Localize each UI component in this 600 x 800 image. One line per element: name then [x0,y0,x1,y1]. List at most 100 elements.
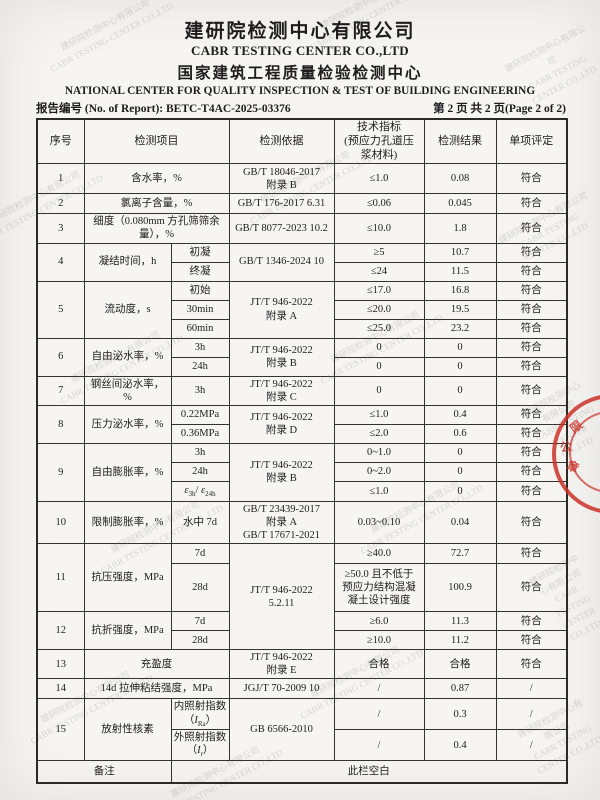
sub-item-expansion-ratio: ε3h/ ε24h [170,480,230,502]
tech-indicator: ≤0.06 [333,193,425,215]
tech-indicator: / [333,698,425,731]
test-item: 充盈度 [83,649,230,680]
evaluation: 符合 [495,500,568,545]
table-row: 24h 0~2.0 0 符合 [37,461,568,482]
tech-indicator: 合格 [333,649,425,680]
table-row: 0.36MPa ≤2.0 0.6 符合 [37,423,568,444]
test-result: 11.2 [423,630,497,651]
test-method: JT/T 946-2022 附录 B [228,337,335,377]
test-item: 流动度，s [83,280,172,339]
header-seq: 序号 [36,118,85,165]
evaluation: 符合 [495,242,568,263]
seq-no: 11 [36,543,85,613]
test-item: 抗折强度，MPa [83,611,172,651]
evaluation: 符合 [495,404,568,425]
test-item: 凝结时间，h [83,242,172,282]
test-method: GB/T 1346-2024 10 [228,242,335,282]
evaluation: 符合 [495,318,568,339]
sub-item: 3h [170,337,230,358]
remark-content: 此栏空白 [170,760,568,784]
header-method: 检测依据 [228,118,335,165]
test-result: 16.8 [423,280,497,301]
report-number-line: 报告编号 (No. of Report): BETC-T4AC-2025-033… [36,100,566,116]
test-result: 0.4 [423,404,497,425]
table-row: 14 14d 拉伸粘结强度，MPa JGJ/T 70-2009 10 / 0.8… [36,678,568,700]
evaluation: / [495,698,568,731]
table-row: 8 压力泌水率，% 0.22MPa JT/T 946-2022 附录 D ≤1.… [36,404,568,444]
table-row: 1 含水率，% GB/T 18046-2017 附录 B ≤1.0 0.08 符… [36,163,568,195]
evaluation: 符合 [495,280,568,301]
test-item: 自由膨胀率，% [83,442,172,502]
sub-item: 60min [170,318,230,339]
sub-item: 28d [170,563,230,613]
test-result: 0 [423,375,497,406]
evaluation: 符合 [495,299,568,320]
tech-indicator: 0~1.0 [333,442,425,463]
table-row: 7 钢丝间泌水率，% 3h JT/T 946-2022 附录 C 0 0 符合 [36,375,568,406]
table-row: 5 流动度，s 初始 JT/T 946-2022 附录 A ≤17.0 16.8… [36,280,568,339]
tech-indicator: ≤1.0 [333,404,425,425]
evaluation: / [495,678,568,700]
seq-no: 10 [36,500,85,545]
sub-item: 7d [170,611,230,632]
test-result: 0.3 [423,698,497,731]
tech-indicator: 0 [333,337,425,358]
table-row: 终凝 ≤24 11.5 符合 [37,261,568,282]
test-item: 氯离子含量，% [83,193,230,215]
seq-no: 7 [36,375,85,406]
test-method: JT/T 946-2022 附录 C [228,375,335,406]
sub-item: 水中 7d [170,500,230,545]
tech-indicator: ≥50.0 且不低于 预应力结构混凝 凝土设计强度 [333,563,425,613]
evaluation: 符合 [495,163,568,195]
table-row: 15 放射性核素 内照射指数 （IRa） GB 6566-2010 / 0.3 … [36,698,568,762]
evaluation: 符合 [495,480,568,502]
test-method: JT/T 946-2022 附录 D [228,404,335,444]
evaluation: 符合 [495,649,568,680]
test-result: 0 [423,442,497,463]
test-item: 限制膨胀率，% [83,500,172,545]
table-row: ε3h/ ε24h ≤1.0 0 符合 [37,480,568,502]
test-item: 压力泌水率，% [83,404,172,444]
page-indicator: 第 2 页 共 2 页(Page 2 of 2) [433,103,566,115]
header-item: 检测项目 [83,118,230,165]
tech-indicator: ≥40.0 [333,543,425,565]
tech-indicator: ≤20.0 [333,299,425,320]
seq-no: 3 [36,213,85,244]
test-result: 1.8 [423,213,497,244]
sub-item: 初凝 [170,242,230,263]
test-result: 11.3 [423,611,497,632]
table-row: 60min ≤25.0 23.2 符合 [37,318,568,339]
tech-indicator: ≥5 [333,242,425,263]
tech-indicator: 0.03~0.10 [333,500,425,545]
seq-no: 2 [36,193,85,215]
test-method: JT/T 946-2022 附录 B [228,442,335,502]
table-row: 4 凝结时间，h 初凝 GB/T 1346-2024 10 ≥5 10.7 符合 [36,242,568,282]
test-method: JT/T 946-2022 附录 E [228,649,335,680]
sub-item: 0.36MPa [170,423,230,444]
evaluation: 符合 [495,611,568,632]
test-item: 细度（0.080mm 方孔筛筛余量），% [83,213,230,244]
table-row: 10 限制膨胀率，% 水中 7d GB/T 23439-2017 附录 A GB… [36,500,568,545]
test-method: GB/T 18046-2017 附录 B [228,163,335,195]
test-result: 23.2 [423,318,497,339]
test-item: 含水率，% [83,163,230,195]
sub-item: 30min [170,299,230,320]
tech-indicator: ≥6.0 [333,611,425,632]
test-method: GB/T 176-2017 6.31 [228,193,335,215]
test-result: 100.9 [423,563,497,613]
test-method: GB/T 23439-2017 附录 A GB/T 17671-2021 [228,500,335,545]
tech-indicator: ≤17.0 [333,280,425,301]
test-result: 0.045 [423,193,497,215]
tech-indicator: 0 [333,356,425,377]
test-result: 合格 [423,649,497,680]
table-row: 6 自由泌水率，% 3h JT/T 946-2022 附录 B 0 0 符合 [36,337,568,377]
sub-item: 28d [170,630,230,651]
evaluation: 符合 [495,375,568,406]
company-title-en: CABR TESTING CENTER CO.,LTD [191,43,409,58]
seq-no: 1 [36,163,85,195]
test-result: 0 [423,480,497,502]
header-indicator: 技术指标 (预应力孔道压 浆材料) [333,118,425,165]
seq-no: 15 [36,698,85,762]
test-result: 10.7 [423,242,497,263]
